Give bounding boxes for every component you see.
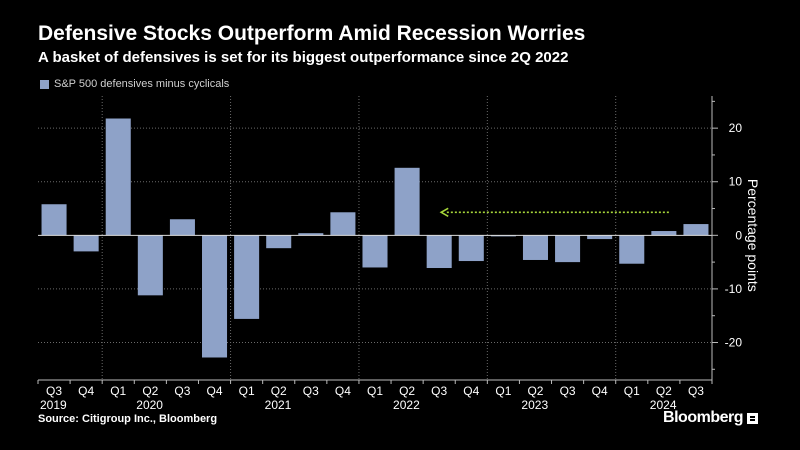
x-tick-label: Q3 — [303, 384, 319, 398]
bar — [41, 204, 67, 236]
bar — [587, 235, 613, 240]
bar — [73, 235, 99, 252]
x-year-label: 2024 — [650, 398, 677, 412]
x-tick-label: Q1 — [624, 384, 640, 398]
x-tick-label: Q4 — [592, 384, 608, 398]
bloomberg-icon — [747, 412, 758, 424]
bar — [362, 235, 388, 268]
bar — [394, 167, 420, 236]
x-tick-label: Q1 — [495, 384, 511, 398]
bar — [105, 118, 131, 236]
x-tick-label: Q3 — [688, 384, 704, 398]
bar — [234, 235, 260, 319]
x-year-label: 2020 — [136, 398, 163, 412]
legend-label: S&P 500 defensives minus cyclicals — [54, 78, 230, 90]
bar — [266, 235, 292, 249]
x-tick-label: Q3 — [431, 384, 447, 398]
x-tick-label: Q1 — [367, 384, 383, 398]
source-note: Source: Citigroup Inc., Bloomberg — [38, 413, 218, 425]
x-tick-label: Q2 — [399, 384, 415, 398]
brand-label: Bloomberg — [663, 409, 743, 426]
x-year-label: 2023 — [521, 398, 548, 412]
x-tick-label: Q1 — [110, 384, 126, 398]
y-tick-label: -10 — [725, 282, 743, 296]
bar — [426, 235, 452, 269]
bar — [651, 231, 677, 236]
chart-title: Defensive Stocks Outperform Amid Recessi… — [38, 22, 586, 45]
x-tick-label: Q1 — [239, 384, 255, 398]
y-axis-title: Percentage points — [745, 179, 761, 292]
x-tick-label: Q2 — [656, 384, 672, 398]
x-tick-label: Q4 — [463, 384, 479, 398]
bar — [458, 235, 484, 262]
x-tick-label: Q2 — [142, 384, 158, 398]
bar — [522, 235, 548, 260]
x-tick-label: Q4 — [207, 384, 223, 398]
x-tick-label: Q3 — [560, 384, 576, 398]
x-tick-label: Q2 — [527, 384, 543, 398]
chart-subtitle: A basket of defensives is set for its bi… — [38, 49, 569, 66]
bar — [683, 224, 709, 236]
bar — [137, 235, 163, 296]
bar — [169, 219, 195, 236]
x-year-label: 2022 — [393, 398, 420, 412]
bloomberg-logo: Bloomberg — [663, 409, 758, 427]
bar — [330, 212, 356, 236]
y-tick-label: -20 — [725, 335, 743, 349]
legend: S&P 500 defensives minus cyclicals — [40, 78, 229, 90]
x-tick-label: Q4 — [78, 384, 94, 398]
annotation-arrowhead — [439, 207, 449, 217]
bar — [298, 233, 324, 236]
y-tick-label: 20 — [729, 121, 743, 135]
x-tick-label: Q3 — [174, 384, 190, 398]
x-year-label: 2019 — [40, 398, 67, 412]
x-tick-label: Q2 — [271, 384, 287, 398]
bar — [202, 235, 228, 358]
x-tick-label: Q3 — [46, 384, 62, 398]
bar — [619, 235, 645, 264]
x-year-label: 2021 — [265, 398, 292, 412]
y-tick-label: 10 — [729, 175, 743, 189]
bar — [555, 235, 581, 263]
x-tick-label: Q4 — [335, 384, 351, 398]
y-tick-label: 0 — [735, 228, 742, 242]
legend-swatch — [40, 79, 49, 89]
bar — [490, 235, 516, 237]
